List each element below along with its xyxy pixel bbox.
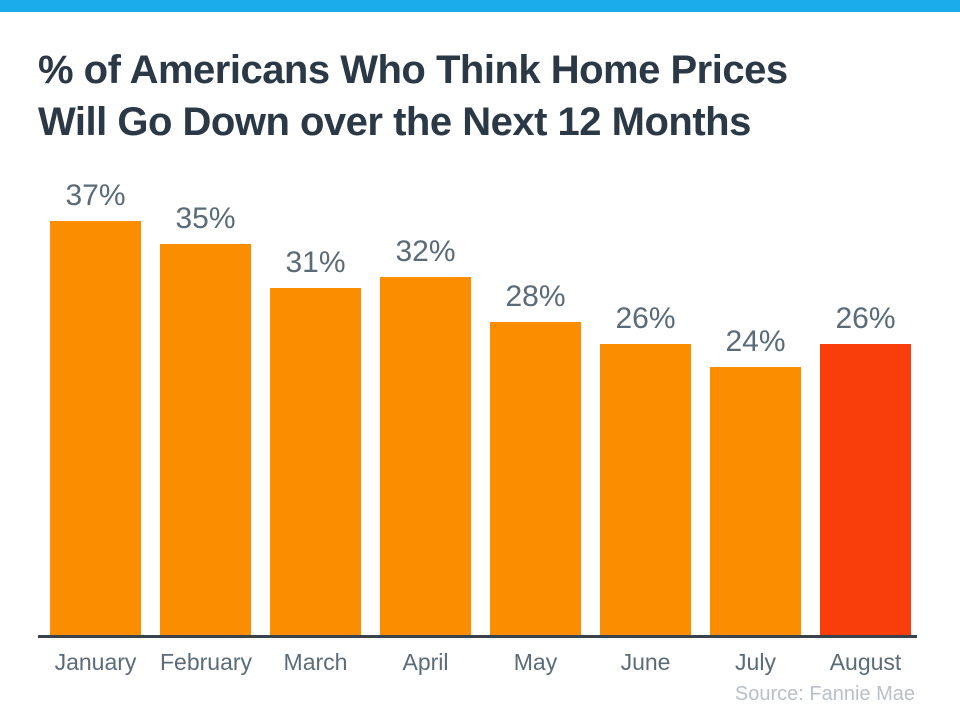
bar-august: [820, 344, 911, 635]
bar-group-march: 31%: [270, 246, 361, 635]
x-axis-line: [38, 635, 917, 638]
x-axis-label-january: January: [54, 649, 137, 675]
bar-value-label-january: 37%: [65, 179, 126, 212]
bar-value-label-april: 32%: [395, 235, 456, 268]
x-axis-label-may: May: [513, 649, 558, 675]
bar-value-label-may: 28%: [505, 280, 566, 313]
bar-group-april: 32%: [380, 235, 471, 635]
x-axis-label-february: February: [160, 649, 253, 675]
bar-value-label-june: 26%: [615, 302, 676, 335]
x-axis-label-march: March: [283, 649, 348, 675]
bar-group-july: 24%: [710, 325, 801, 635]
x-axis-label-june: June: [620, 649, 671, 675]
chart-title: % of Americans Who Think Home Prices Wil…: [38, 44, 788, 148]
bar-value-label-august: 26%: [835, 302, 896, 335]
source-attribution: Source: Fannie Mae: [734, 683, 915, 705]
bar-july: [710, 367, 801, 635]
chart-title-line-1: % of Americans Who Think Home Prices: [38, 48, 788, 92]
x-axis-labels-row: January February March April May June July Augu…: [50, 649, 911, 676]
bar-group-june: 26%: [600, 302, 691, 635]
bar-group-february: 35%: [160, 202, 251, 635]
bar-may: [490, 322, 581, 635]
bar-value-label-february: 35%: [175, 202, 236, 235]
x-axis-label-august: August: [829, 649, 902, 675]
bar-group-january: 37%: [50, 179, 141, 635]
bar-february: [160, 244, 251, 635]
bar-group-may: 28%: [490, 280, 581, 635]
x-axis-label-april: April: [402, 649, 449, 675]
chart-title-line-2: Will Go Down over the Next 12 Months: [38, 100, 751, 144]
bars-row: 37% 35% 31% 32% 28% 26% 24% 26%: [50, 179, 911, 635]
bar-march: [270, 288, 361, 635]
bar-value-label-march: 31%: [285, 246, 346, 279]
x-axis-label-july: July: [735, 649, 776, 675]
bar-june: [600, 344, 691, 635]
bar-april: [380, 277, 471, 635]
top-accent-bar: [0, 0, 960, 12]
bar-january: [50, 221, 141, 635]
bar-value-label-july: 24%: [725, 325, 786, 358]
bar-group-august: 26%: [820, 302, 911, 635]
